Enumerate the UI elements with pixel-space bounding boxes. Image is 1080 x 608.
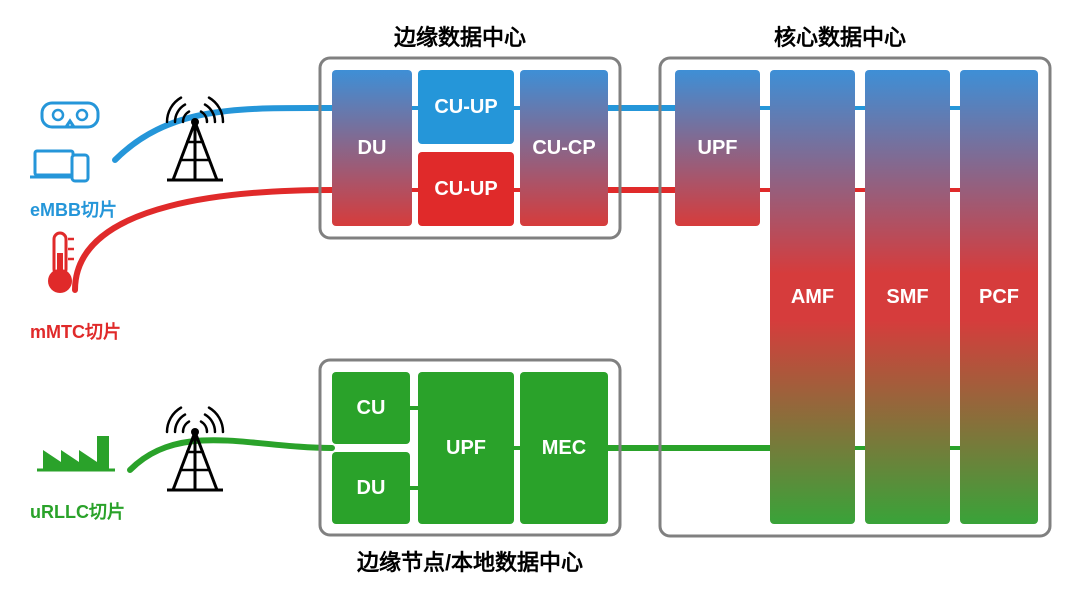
antenna-icon (167, 408, 223, 490)
edge-top-CUUP1-label: CU-UP (434, 96, 497, 118)
devices-icon (30, 151, 88, 181)
link-red_curve (75, 190, 332, 290)
thermometer-icon (48, 233, 74, 293)
vr-goggles-icon (42, 103, 98, 127)
link-green_curve (130, 440, 332, 470)
edge-bot-UPF-label: UPF (446, 437, 486, 459)
core-AMF-label: AMF (791, 286, 834, 308)
edge-top-CUCP-label: CU-CP (532, 137, 595, 159)
core-SMF-label: SMF (886, 286, 928, 308)
diagram-canvas: DU CU-UP CU-UP CU-CP CU DU UPF MEC UPF AMF SMF PCF (0, 0, 1080, 608)
edge-top-CUUP2-label: CU-UP (434, 178, 497, 200)
core-PCF-label: PCF (979, 286, 1019, 308)
edge-top-DU-label: DU (358, 137, 387, 159)
core-UPF-label: UPF (698, 137, 738, 159)
factory-icon (37, 436, 115, 470)
edge-bot-MEC-label: MEC (542, 437, 586, 459)
edge-bot-CU-label: CU (357, 397, 386, 419)
edge-bot-DU2-label: DU (357, 477, 386, 499)
